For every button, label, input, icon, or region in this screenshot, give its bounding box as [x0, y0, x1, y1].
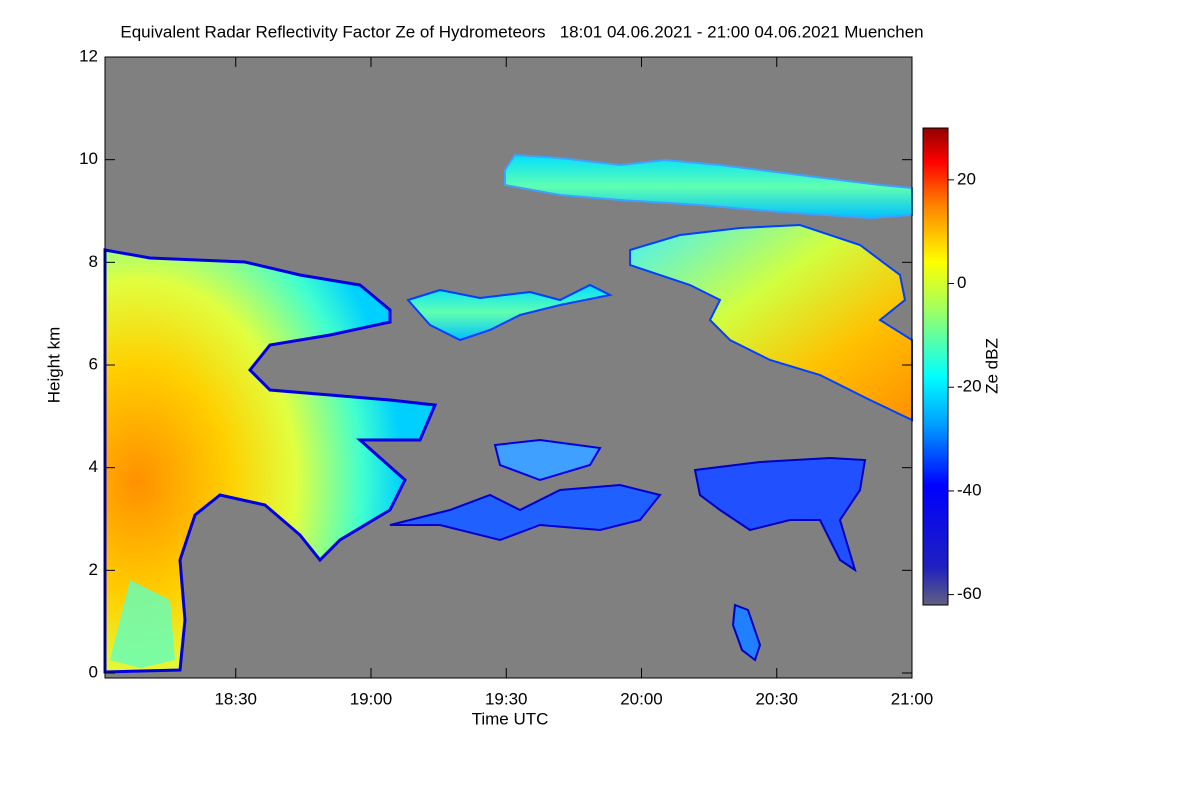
y-tick-label: 12: [79, 46, 98, 65]
x-tick-label: 19:30: [485, 689, 528, 708]
chart-title: Equivalent Radar Reflectivity Factor Ze …: [120, 22, 923, 41]
y-tick-label: 0: [89, 662, 98, 681]
reflectivity-field: [103, 153, 913, 674]
colorbar: [922, 127, 949, 606]
x-tick-label: 20:00: [620, 689, 663, 708]
cloud-region: [493, 438, 602, 482]
colorbar-tick-label: 20: [957, 169, 976, 188]
cloud-region: [389, 483, 662, 542]
cloud-region: [406, 283, 614, 342]
x-tick-label: 21:00: [891, 689, 934, 708]
plot-frame: [104, 56, 913, 679]
x-tick-label: 18:30: [214, 689, 257, 708]
y-tick-label: 8: [89, 252, 98, 271]
cloud-region: [103, 248, 438, 674]
y-tick-label: 4: [89, 457, 98, 476]
x-axis-label: Time UTC: [472, 709, 549, 728]
colorbar-tick-label: 0: [957, 273, 966, 292]
x-tick-label: 19:00: [350, 689, 393, 708]
cloud-region: [731, 603, 762, 662]
cloud-region: [693, 456, 867, 573]
x-tick-label: 20:30: [755, 689, 798, 708]
y-axis-label: Height km: [44, 327, 63, 404]
colorbar-tick-label: -20: [957, 377, 982, 396]
y-tick-label: 10: [79, 149, 98, 168]
y-tick-label: 2: [89, 560, 98, 579]
colorbar-tick-label: -40: [957, 480, 982, 499]
colorbar-tick-label: -60: [957, 584, 982, 603]
cloud-region: [110, 580, 175, 668]
y-tick-label: 6: [89, 354, 98, 373]
colorbar-label: Ze dBZ: [982, 338, 1001, 394]
